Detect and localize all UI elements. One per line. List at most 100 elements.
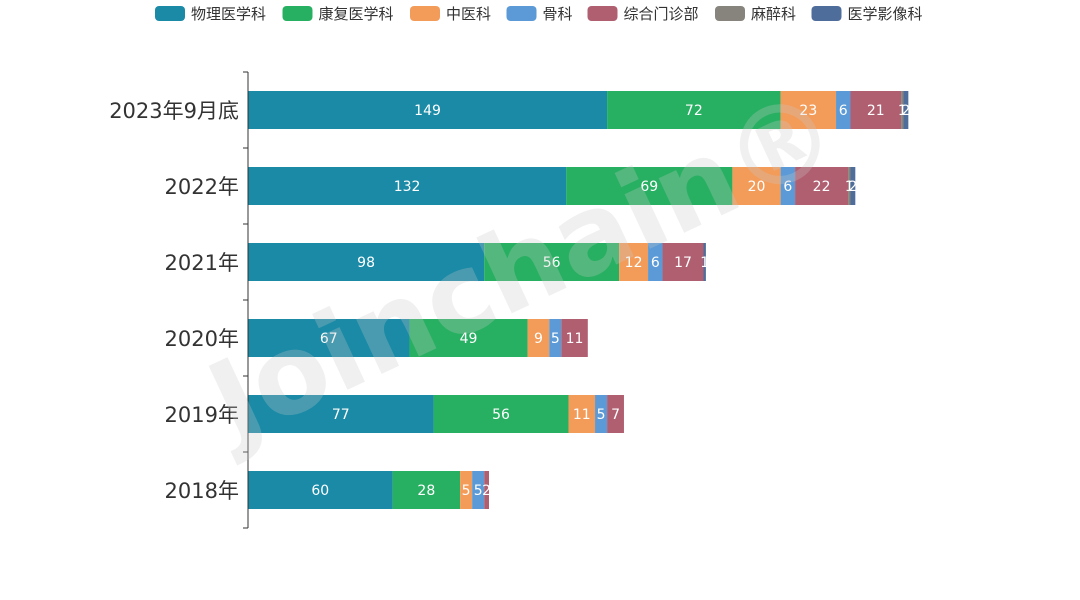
data-label: 12	[625, 255, 643, 271]
legend-swatch	[155, 6, 185, 21]
bar-segment[interactable]	[703, 243, 706, 281]
bar-segment[interactable]	[409, 319, 528, 357]
data-label: 5	[597, 407, 606, 423]
bar-segment[interactable]	[662, 243, 704, 281]
data-label: 5	[551, 331, 560, 347]
data-label: 132	[394, 179, 421, 195]
y-tick-label: 2022年	[165, 175, 239, 199]
bar-segment[interactable]	[248, 395, 434, 433]
legend-item[interactable]: 综合门诊部	[587, 5, 699, 23]
bar-segment[interactable]	[648, 243, 663, 281]
bar-segment[interactable]	[248, 471, 393, 509]
data-label: 11	[566, 331, 584, 347]
bar-segment[interactable]	[566, 167, 733, 205]
bar-segment[interactable]	[607, 395, 624, 433]
bar-segment[interactable]	[901, 91, 904, 129]
data-label: 9	[534, 331, 543, 347]
bar-segment[interactable]	[484, 471, 489, 509]
data-label: 5	[474, 483, 483, 499]
bar-segment[interactable]	[248, 319, 410, 357]
bar-segment[interactable]	[850, 167, 856, 205]
data-label: 56	[492, 407, 510, 423]
data-label: 21	[867, 103, 885, 119]
legend-label: 综合门诊部	[624, 5, 699, 23]
data-label: 6	[783, 179, 792, 195]
bar-segment[interactable]	[732, 167, 781, 205]
legend-item[interactable]: 骨科	[506, 5, 573, 23]
legend-label: 医学影像科	[848, 5, 923, 23]
y-tick-label: 2020年	[165, 327, 239, 351]
bar-segment[interactable]	[795, 167, 849, 205]
chart-legend: 物理医学科 康复医学科 中医科 骨科 综合门诊部 麻醉科 医学影像科	[155, 5, 923, 23]
y-axis: 2023年9月底 2022年 2021年 2020年 2019年 2018年	[109, 71, 249, 529]
legend-item[interactable]: 物理医学科	[155, 5, 266, 23]
legend-swatch	[506, 6, 537, 21]
data-label: 20	[748, 179, 766, 195]
legend-label: 骨科	[543, 5, 573, 23]
bar-segment[interactable]	[248, 243, 485, 281]
data-label: 7	[611, 407, 620, 423]
bar-segment[interactable]	[903, 91, 909, 129]
bar-segment[interactable]	[780, 91, 837, 129]
legend-item[interactable]: 医学影像科	[811, 5, 923, 23]
bar-segment[interactable]	[248, 91, 608, 129]
data-label: 69	[640, 179, 658, 195]
bar-segment[interactable]	[392, 471, 461, 509]
bar-segment[interactable]	[850, 91, 902, 129]
legend-item[interactable]: 中医科	[410, 5, 491, 23]
data-label: 11	[573, 407, 591, 423]
data-label: 22	[813, 179, 831, 195]
data-label: 28	[417, 483, 435, 499]
bar-segment[interactable]	[595, 395, 608, 433]
bar-segment[interactable]	[780, 167, 796, 205]
data-label: 149	[414, 103, 441, 119]
bar-segment[interactable]	[619, 243, 649, 281]
bar-segment[interactable]	[527, 319, 550, 357]
bar-segment[interactable]	[248, 167, 567, 205]
data-label: 17	[674, 255, 692, 271]
legend-swatch	[715, 6, 745, 21]
legend-swatch	[811, 6, 842, 21]
y-tick-label: 2023年9月底	[109, 99, 239, 123]
data-label: 98	[357, 255, 375, 271]
bar-segment[interactable]	[568, 395, 596, 433]
data-label: 56	[543, 255, 561, 271]
data-label: 60	[311, 483, 329, 499]
bar-segment[interactable]	[472, 471, 485, 509]
bar-segment[interactable]	[561, 319, 588, 357]
y-tick-label: 2019年	[165, 403, 239, 427]
data-label: 6	[839, 103, 848, 119]
legend-label: 麻醉科	[751, 5, 796, 23]
legend-label: 中医科	[446, 5, 491, 23]
legend-item[interactable]: 康复医学科	[282, 5, 394, 23]
legend-label: 康复医学科	[319, 5, 394, 23]
data-label: 72	[685, 103, 703, 119]
data-label: 67	[320, 331, 338, 347]
data-label: 5	[462, 483, 471, 499]
bar-segment[interactable]	[484, 243, 620, 281]
data-label: 23	[799, 103, 817, 119]
legend-swatch	[282, 6, 313, 21]
data-label: 6	[651, 255, 660, 271]
legend-label: 物理医学科	[191, 5, 266, 23]
bar-segment[interactable]	[433, 395, 569, 433]
y-tick-label: 2018年	[165, 479, 239, 503]
bar-segment[interactable]	[836, 91, 851, 129]
data-label: 1	[700, 255, 709, 271]
legend-swatch	[410, 6, 440, 21]
y-tick-label: 2021年	[165, 251, 239, 275]
data-label: 1	[898, 103, 907, 119]
bar-segment[interactable]	[848, 167, 851, 205]
data-label: 2	[848, 179, 857, 195]
bar-segment[interactable]	[549, 319, 562, 357]
data-label: 77	[332, 407, 350, 423]
legend-item[interactable]: 麻醉科	[715, 5, 796, 23]
bar-segment[interactable]	[460, 471, 473, 509]
data-label: 1	[845, 179, 854, 195]
bar-segment[interactable]	[607, 91, 781, 129]
legend-swatch	[587, 6, 618, 21]
data-label: 2	[901, 103, 910, 119]
data-label: 2	[482, 483, 491, 499]
